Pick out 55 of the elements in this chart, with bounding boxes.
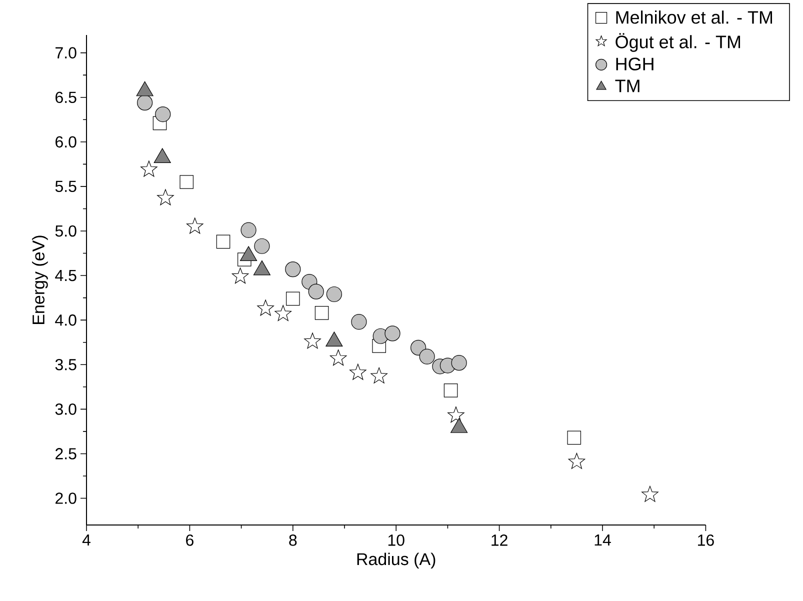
legend-label: HGH (616, 58, 654, 70)
y-tick-label: 4.0 (55, 314, 76, 326)
point (642, 486, 658, 502)
point (232, 268, 249, 284)
point (326, 286, 342, 302)
point (314, 306, 329, 320)
point (240, 222, 256, 238)
x-tick-label: 14 (594, 534, 611, 546)
point (444, 384, 458, 398)
y-tick-label: 4.5 (55, 270, 76, 282)
point (350, 364, 366, 380)
y-tick-label: 6.0 (56, 136, 76, 148)
point (285, 262, 301, 278)
point (308, 284, 324, 300)
point (140, 160, 158, 177)
x-tick-label: 16 (698, 534, 714, 546)
point (384, 326, 400, 342)
x-tick-label: 10 (388, 534, 404, 546)
x-tick-label: 12 (492, 534, 508, 546)
point (254, 238, 270, 254)
point (157, 189, 174, 206)
point (419, 348, 435, 364)
point (216, 234, 230, 249)
point (351, 314, 367, 330)
y-tick-label: 5.0 (55, 225, 76, 237)
y-tick-label: 3.0 (55, 404, 76, 415)
x-tick-label: 8 (289, 534, 297, 546)
point (410, 340, 426, 356)
legend-label: Ögut et al. - TM (616, 33, 740, 52)
point (274, 305, 292, 322)
point (304, 332, 321, 349)
point (451, 355, 467, 371)
point (155, 106, 171, 122)
point (330, 350, 347, 366)
y-tick-label: 2.5 (56, 448, 76, 460)
point (567, 430, 582, 445)
point (180, 175, 194, 189)
legend-label: TM (615, 80, 640, 92)
y-tick-label: 2.0 (56, 492, 76, 504)
y-tick-label: 6.5 (56, 92, 76, 104)
y-tick-label: 5.5 (55, 180, 76, 192)
point (448, 406, 464, 423)
y-tick-label: 7.0 (56, 47, 76, 58)
legend-label: Melnikov et al. - TM (616, 10, 772, 24)
point (568, 452, 586, 469)
point (286, 292, 300, 306)
x-tick-label: 6 (186, 534, 194, 546)
point (186, 218, 204, 234)
y-axis-title: Energy (eV) (32, 236, 48, 324)
point (370, 367, 388, 384)
x-tick-label: 4 (82, 534, 90, 546)
x-axis-title: Radius (A) (357, 552, 436, 569)
point (257, 300, 274, 316)
point (137, 94, 153, 110)
y-tick-label: 3.5 (55, 358, 76, 370)
